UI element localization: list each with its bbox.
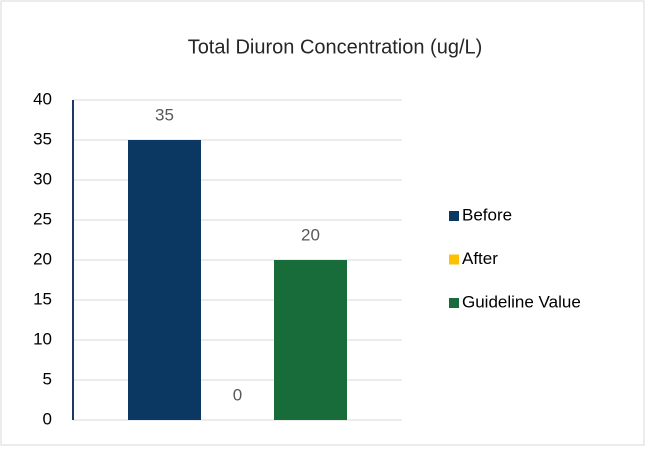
y-tick-label: 20: [33, 249, 52, 268]
y-tick-label: 5: [43, 369, 52, 388]
data-label: 35: [155, 105, 174, 124]
y-tick-label: 40: [33, 89, 52, 108]
bar: [128, 140, 201, 420]
y-tick-label: 10: [33, 329, 52, 348]
y-tick-label: 35: [33, 129, 52, 148]
data-label: 0: [233, 385, 242, 404]
chart-title: Total Diuron Concentration (ug/L): [188, 36, 483, 58]
data-label: 20: [301, 225, 320, 244]
legend-label: After: [462, 249, 498, 268]
legend-label: Before: [462, 205, 512, 224]
y-tick-label: 0: [43, 409, 52, 428]
y-tick-label: 15: [33, 289, 52, 308]
legend-swatch: [449, 298, 459, 308]
y-tick-label: 25: [33, 209, 52, 228]
y-tick-label: 30: [33, 169, 52, 188]
legend-label: Guideline Value: [462, 292, 581, 311]
legend-swatch: [449, 211, 459, 221]
legend-swatch: [449, 254, 459, 265]
bar: [274, 260, 347, 420]
